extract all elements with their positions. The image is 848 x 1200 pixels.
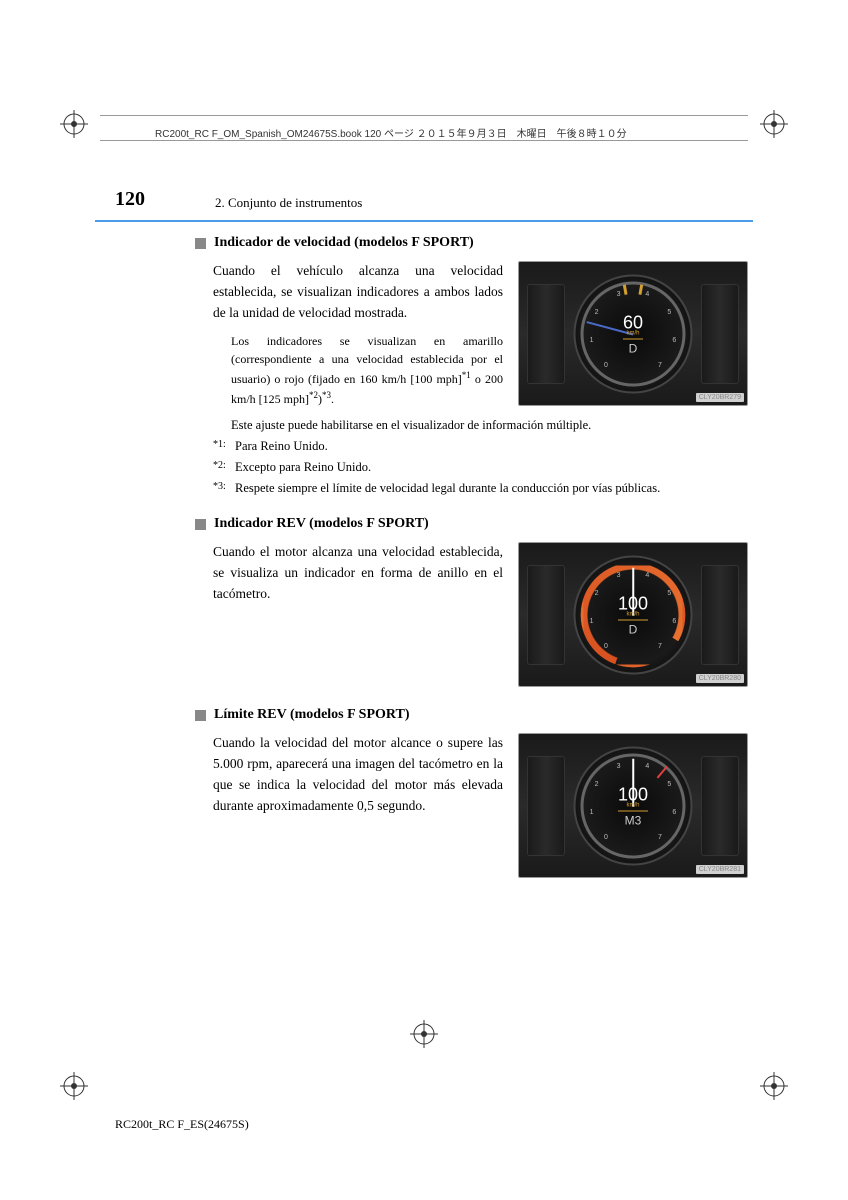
gauge-side-panel: [527, 756, 565, 856]
header-meta: RC200t_RC F_OM_Spanish_OM24675S.book 120…: [155, 125, 627, 140]
crop-mark: [410, 1020, 438, 1048]
tick-number: 4: [645, 763, 649, 770]
section-marker-icon: [195, 519, 206, 530]
image-label: CLY20BR280: [696, 674, 744, 683]
note-text: Este ajuste puede habilitarse en el visu…: [231, 418, 748, 433]
footnote-marker: *3:: [213, 481, 231, 496]
heading-text: Indicador REV (modelos F SPORT): [214, 516, 429, 532]
tick-number: 6: [672, 809, 676, 816]
tick-number: 3: [617, 291, 621, 298]
sub-text: Los indicadores se visualizan en amarill…: [231, 332, 503, 408]
image-label: CLY20BR279: [696, 393, 744, 402]
tick-number: 1: [590, 618, 594, 625]
tick-number: 4: [645, 291, 649, 298]
body-text: Cuando la velocidad del motor alcance o …: [213, 733, 503, 878]
tick-number: 1: [590, 809, 594, 816]
crop-mark: [760, 1072, 788, 1100]
footnote: *2: Excepto para Reino Unido.: [213, 460, 748, 475]
tick-number: 0: [604, 643, 608, 650]
footnote-marker: *2:: [213, 460, 231, 475]
footnote-text: Respete siempre el límite de velocidad l…: [235, 481, 660, 496]
gauge-center: 100 km/h M3: [618, 784, 648, 827]
section-speed-indicator: Indicador de velocidad (modelos F SPORT)…: [195, 235, 748, 496]
section-body: Cuando el motor alcanza una velocidad es…: [213, 542, 748, 687]
header-rule: [100, 115, 748, 116]
tick-number: 6: [672, 337, 676, 344]
gauge-illustration: 0 1 2 3 4 5 6 7 100 km/h D CLY20BR280: [518, 542, 748, 687]
footer-text: RC200t_RC F_ES(24675S): [115, 1117, 249, 1132]
section-marker-icon: [195, 238, 206, 249]
gauge-gear: M3: [618, 810, 648, 827]
tick-number: 0: [604, 834, 608, 841]
tick-number: 7: [658, 643, 662, 650]
gauge-gear: D: [623, 338, 643, 355]
footnote: *3: Respete siempre el límite de velocid…: [213, 481, 748, 496]
tick-number: 0: [604, 362, 608, 369]
page-number: 120: [115, 188, 145, 211]
gauge-center: 100 km/h D: [618, 593, 648, 636]
crop-mark: [760, 110, 788, 138]
section-rev-limit: Límite REV (modelos F SPORT) Cuando la v…: [195, 707, 748, 878]
crop-mark: [60, 1072, 88, 1100]
section-heading: Límite REV (modelos F SPORT): [195, 707, 748, 723]
gauge-center: 60 km/h D: [623, 312, 643, 355]
body-text: Cuando el motor alcanza una velocidad es…: [213, 542, 503, 687]
body-text: Cuando el vehículo alcanza una velocidad…: [213, 261, 503, 324]
tick-number: 5: [667, 590, 671, 597]
tick-number: 7: [658, 834, 662, 841]
tick-number: 6: [672, 618, 676, 625]
page-content: Indicador de velocidad (modelos F SPORT)…: [195, 235, 748, 898]
section-body: Cuando el vehículo alcanza una velocidad…: [213, 261, 748, 408]
gauge-gear: D: [618, 619, 648, 636]
section-heading: Indicador de velocidad (modelos F SPORT): [195, 235, 748, 251]
heading-text: Límite REV (modelos F SPORT): [214, 707, 410, 723]
chapter-divider: [95, 220, 753, 222]
crop-mark: [60, 110, 88, 138]
gauge-side-panel: [701, 284, 739, 384]
footnote-text: Para Reino Unido.: [235, 439, 328, 454]
tick-number: 3: [617, 763, 621, 770]
tick-number: 2: [595, 590, 599, 597]
gauge-illustration: 0 1 2 3 4 5 6 7 100 km/h M3 CLY20BR281: [518, 733, 748, 878]
gauge-side-panel: [701, 565, 739, 665]
gauge-side-panel: [527, 284, 565, 384]
tick-number: 2: [595, 781, 599, 788]
tick-number: 5: [667, 309, 671, 316]
image-label: CLY20BR281: [696, 865, 744, 874]
section-heading: Indicador REV (modelos F SPORT): [195, 516, 748, 532]
heading-text: Indicador de velocidad (modelos F SPORT): [214, 235, 474, 251]
tick-number: 3: [617, 572, 621, 579]
tick-number: 5: [667, 781, 671, 788]
section-rev-indicator: Indicador REV (modelos F SPORT) Cuando e…: [195, 516, 748, 687]
tick-number: 1: [590, 337, 594, 344]
gauge-side-panel: [701, 756, 739, 856]
section-body: Cuando la velocidad del motor alcance o …: [213, 733, 748, 878]
tick-number: 2: [595, 309, 599, 316]
tick-number: 7: [658, 362, 662, 369]
section-marker-icon: [195, 710, 206, 721]
footnote-marker: *1:: [213, 439, 231, 454]
gauge-illustration: 0 1 2 3 4 5 6 7 60 km/h D CLY20BR279: [518, 261, 748, 406]
tick-number: 4: [645, 572, 649, 579]
footnote: *1: Para Reino Unido.: [213, 439, 748, 454]
gauge-side-panel: [527, 565, 565, 665]
header-rule: [100, 140, 748, 141]
chapter-title: 2. Conjunto de instrumentos: [215, 195, 362, 211]
footnote-text: Excepto para Reino Unido.: [235, 460, 371, 475]
